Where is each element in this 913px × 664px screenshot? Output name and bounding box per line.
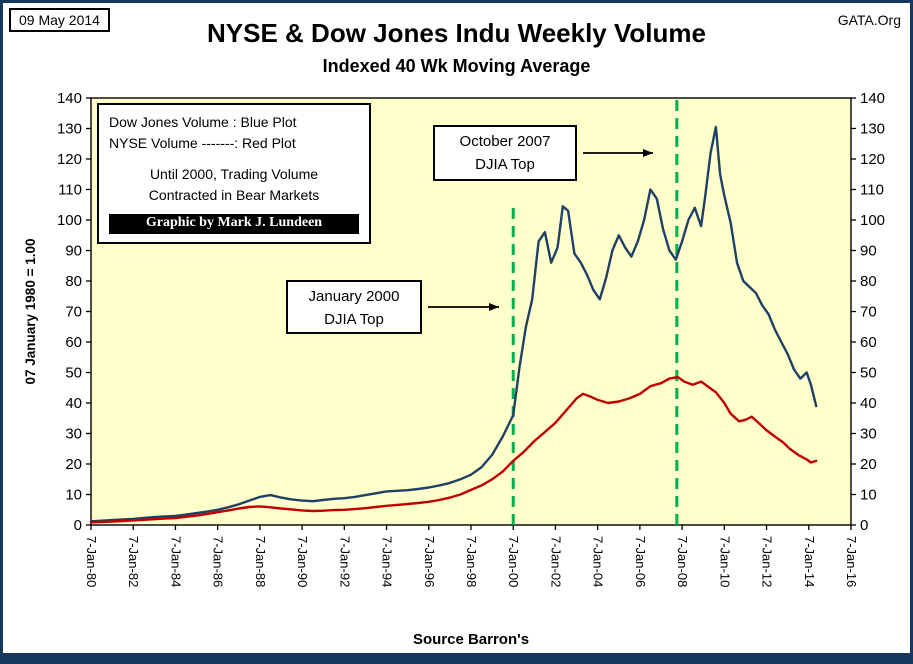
legend-nyse-entry: NYSE Volume -------: Red Plot [109,135,296,151]
annotation-january-2000-box: January 2000 DJIA Top [286,280,422,334]
y-tick-label-left: 40 [65,395,82,412]
x-tick-label: 7-Jan-98 [464,536,479,587]
x-tick-label: 7-Jan-88 [253,536,268,587]
x-tick-label: 7-Jan-16 [844,536,859,587]
x-tick-label: 7-Jan-90 [295,536,310,587]
y-tick-label-right: 50 [860,365,877,382]
y-axis-title: 07 January 1980 = 1.00 [23,239,38,385]
y-tick-label-right: 30 [860,426,877,443]
y-tick-label-right: 80 [860,273,877,290]
y-tick-label-left: 110 [58,182,82,199]
x-tick-label: 7-Jan-00 [506,536,521,587]
x-tick-label: 7-Jan-84 [168,536,183,587]
x-tick-label: 7-Jan-82 [126,536,141,587]
chart-title: NYSE & Dow Jones Indu Weekly Volume [207,18,706,48]
annotation-january-2000-line2: DJIA Top [324,311,384,328]
legend-note: Until 2000, Trading Volume Contracted in… [109,164,359,206]
x-tick-label: 7-Jan-04 [591,536,606,587]
legend-note-line1: Until 2000, Trading Volume [149,166,319,182]
y-tick-label-left: 60 [65,334,82,351]
y-tick-label-left: 80 [65,273,82,290]
legend-dow-jones-entry: Dow Jones Volume : Blue Plot [109,114,297,130]
x-tick-label: 7-Jan-92 [337,536,352,587]
x-tick-label: 7-Jan-12 [760,536,775,587]
y-tick-label-right: 10 [860,487,877,504]
credit-banner: Graphic by Mark J. Lundeen [109,214,359,234]
chart-subtitle: Indexed 40 Wk Moving Average [322,56,591,76]
annotation-october-2007-line2: DJIA Top [475,156,535,173]
x-tick-label: 7-Jan-80 [84,536,99,587]
series-dow-jones-volume [89,125,818,523]
y-tick-label-right: 120 [860,151,885,168]
x-tick-label: 7-Jan-94 [380,536,395,587]
site-label: GATA.Org [837,12,901,28]
x-tick-label: 7-Jan-02 [548,536,563,587]
y-tick-label-right: 110 [860,182,884,199]
annotation-january-2000-line1: January 2000 [308,288,400,305]
y-tick-label-left: 0 [74,517,82,534]
legend-note-line2: Contracted in Bear Markets [148,187,320,203]
x-tick-label: 7-Jan-86 [211,536,226,587]
x-tick-label: 7-Jan-96 [422,536,437,587]
y-tick-label-left: 130 [57,121,82,138]
x-tick-label: 7-Jan-10 [717,536,732,587]
source-caption: Source Barron's [413,631,529,648]
y-tick-label-right: 0 [860,517,868,534]
y-tick-label-left: 90 [65,243,82,260]
annotation-october-2007-box: October 2007 DJIA Top [433,125,577,181]
date-stamp: 09 May 2014 [9,8,110,32]
y-tick-label-right: 140 [860,90,885,107]
y-tick-label-left: 120 [57,151,82,168]
legend-box: Dow Jones Volume : Blue Plot NYSE Volume… [97,103,371,244]
y-tick-label-left: 70 [65,304,82,321]
annotation-october-2007-line1: October 2007 [459,133,551,150]
y-tick-label-right: 40 [860,395,877,412]
series-nyse-volume [89,375,818,524]
y-tick-label-right: 70 [860,304,877,321]
y-tick-label-right: 90 [860,243,877,260]
y-tick-label-left: 100 [57,212,82,229]
y-tick-label-right: 20 [860,456,877,473]
y-tick-label-right: 100 [860,212,885,229]
y-tick-label-right: 60 [860,334,877,351]
y-tick-label-left: 30 [65,426,82,443]
y-tick-label-left: 20 [65,456,82,473]
y-tick-label-left: 10 [65,487,82,504]
x-tick-label: 7-Jan-06 [633,536,648,587]
y-tick-label-left: 50 [65,365,82,382]
y-tick-label-left: 140 [57,90,82,107]
x-tick-label: 7-Jan-08 [675,536,690,587]
x-tick-label: 7-Jan-14 [802,536,817,587]
y-tick-label-right: 130 [860,121,885,138]
